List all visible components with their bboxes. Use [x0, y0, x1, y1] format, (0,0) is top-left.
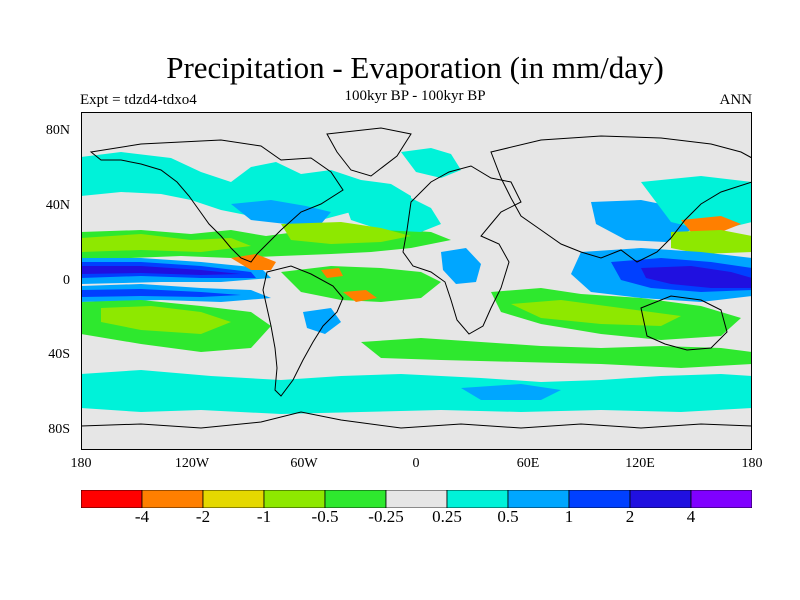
colorbar-swatch-4 [324, 490, 387, 508]
colorbar-label: -0.25 [368, 507, 404, 526]
colorbar-label: 4 [686, 507, 696, 526]
experiment-label: Expt = tdzd4-tdxo4 [80, 92, 197, 108]
lon-tick-0: 0 [412, 456, 420, 471]
coast-greenland [326, 127, 412, 177]
map-subtitle: 100kyr BP - 100kyr BP [344, 88, 486, 104]
coast-australia [640, 295, 728, 351]
field-cyan-north-atlantic [401, 148, 461, 178]
season-label: ANN [719, 92, 753, 108]
field-blue-amazon [303, 308, 341, 334]
lat-tick-80n: 80N [45, 123, 70, 138]
map-frame [81, 112, 752, 450]
colorbar-swatch-10 [690, 490, 752, 508]
lon-tick-180w: 180 [70, 456, 92, 471]
lon-tick-60e: 60E [516, 456, 540, 471]
coast-north-america [89, 139, 344, 263]
colorbar-swatch-6 [446, 490, 509, 508]
field-lime-west-pacific [671, 230, 752, 254]
field-blue-atlantic-north [231, 200, 331, 224]
lon-tick-60w: 60W [290, 456, 318, 471]
colorbar-swatch-1 [141, 490, 204, 508]
field-lime-south-pacific [101, 306, 231, 334]
lat-tick-80s: 80S [48, 422, 70, 437]
field-green-southern-ocean [361, 338, 752, 368]
field-orange-south-atlantic [343, 290, 377, 302]
pe-map [81, 112, 752, 450]
lon-tick-180e: 180 [741, 456, 763, 471]
colorbar-swatch-2 [202, 490, 265, 508]
colorbar-label: -1 [256, 507, 272, 526]
colorbar-label: 0.25 [432, 507, 462, 526]
colorbar-label: -4 [134, 507, 150, 526]
field-blue-southern-ocean [461, 384, 561, 400]
field-cyan-atlantic [341, 190, 441, 232]
colorbar-label: -0.5 [311, 507, 339, 526]
colorbar-swatch-7 [507, 490, 570, 508]
lon-tick-120e: 120E [625, 456, 655, 471]
coast-antarctica [81, 411, 752, 429]
colorbar-swatch-3 [263, 490, 326, 508]
field-blue-africa [441, 248, 481, 284]
colorbar-swatch-5 [385, 490, 448, 508]
colorbar-label: 2 [625, 507, 635, 526]
coast-asia [490, 135, 752, 263]
lon-tick-120w: 120W [174, 456, 210, 471]
field-lime-indian-ocean [511, 300, 681, 326]
colorbar-label: -2 [195, 507, 211, 526]
field-cyan-north-pacific [81, 152, 411, 222]
colorbar-label: 1 [564, 507, 574, 526]
field-lime-central-pacific [81, 234, 251, 252]
colorbar-swatch-8 [568, 490, 631, 508]
lat-tick-40n: 40N [45, 198, 70, 213]
lat-tick-0: 0 [63, 273, 70, 288]
colorbar-swatch-9 [629, 490, 692, 508]
field-indigo-warm-pool [641, 266, 752, 288]
colorbar-label: 0.5 [497, 507, 519, 526]
field-orange-west-africa [321, 268, 343, 278]
field-orange-west-pacific [681, 216, 741, 232]
field-lime-atlantic [281, 222, 411, 244]
map-title: Precipitation - Evaporation (in mm/day) [166, 50, 664, 85]
field-cyan-southern-ocean [81, 370, 752, 414]
field-indigo-itcz [81, 266, 241, 275]
colorbar-swatch-0 [81, 490, 143, 508]
coast-south-america [262, 265, 344, 397]
coastlines [81, 127, 752, 429]
field-green-tropical-atlantic [281, 266, 441, 302]
field-deepblue-southern-band [81, 289, 241, 297]
colorbar [81, 490, 752, 508]
coast-europe-africa [402, 165, 522, 335]
lat-tick-40s: 40S [48, 347, 70, 362]
